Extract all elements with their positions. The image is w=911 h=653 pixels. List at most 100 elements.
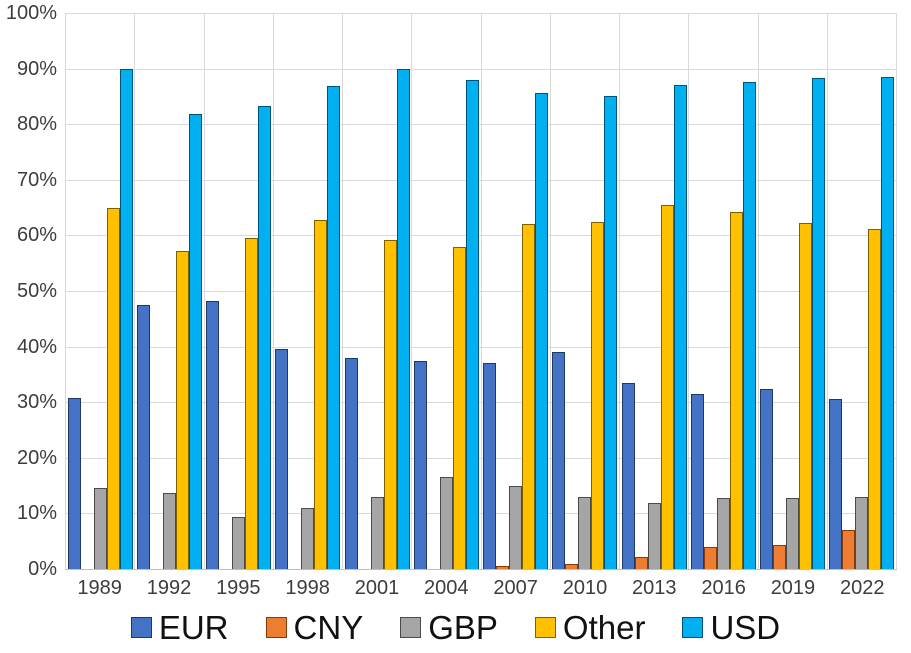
category-column-2013 [620,13,690,569]
bar-group-2007 [482,13,550,569]
bar-group-1995 [205,13,273,569]
bar-usd-2016 [742,81,756,569]
x-axis-tick-label: 2007 [493,577,538,599]
bar-cny-2016 [703,546,717,569]
category-column-1998 [274,13,343,569]
bar-other-2004 [452,246,466,569]
bar-usd-2022 [881,76,895,569]
y-axis-tick-label: 100% [5,2,57,24]
bar-group-1998 [274,13,342,569]
bar-eur-2013 [621,383,635,569]
bar-usd-2013 [673,85,687,569]
legend-label: CNY [293,608,364,646]
legend-swatch-icon [534,616,556,638]
bar-group-2010 [551,13,619,569]
x-axis-tick-label: 2010 [562,577,608,599]
bar-usd-2010 [604,96,618,569]
bar-group-2001 [343,13,411,569]
x-axis-tick-label: 2013 [632,577,677,599]
legend-swatch-icon [682,616,704,638]
bar-usd-1998 [327,86,341,569]
bar-usd-2019 [812,78,826,569]
category-column-2022 [828,13,897,569]
bar-gbp-1998 [301,507,315,569]
legend-swatch-icon [265,616,287,638]
legend-item-gbp: GBP [400,611,498,644]
x-axis-tick-label: 1995 [216,577,261,599]
bar-eur-2022 [829,399,843,569]
bar-other-2001 [383,240,397,569]
y-axis-tick-label: 10% [16,502,57,525]
bar-group-2016 [689,13,757,569]
legend-item-eur: EUR [130,608,229,646]
bar-other-1995 [245,238,259,569]
bar-usd-1992 [188,113,202,569]
bar-other-2013 [660,205,674,569]
y-axis-tick-label: 80% [16,113,57,136]
bar-cny-2007 [496,566,510,569]
legend-item-usd: USD [682,611,780,644]
x-axis-tick-label: 2016 [701,577,746,599]
bar-usd-1995 [258,106,272,569]
bar-gbp-1995 [232,517,246,569]
x-axis-tick-label: 1992 [146,577,192,599]
bar-gbp-2007 [509,486,523,569]
bar-cny-2019 [773,545,787,569]
y-axis-tick-label: 50% [16,280,57,302]
category-column-2004 [412,13,482,569]
bar-group-1989 [66,13,134,569]
bar-gbp-2001 [370,496,384,569]
bar-group-1992 [135,13,203,569]
category-column-1989 [66,13,136,569]
y-axis-tick-label: 60% [16,224,57,247]
legend-label: EUR [158,608,229,646]
bar-other-2019 [799,223,813,569]
bar-group-2004 [412,13,480,569]
y-axis-tick-label: 90% [16,57,57,80]
x-axis-tick-label: 2022 [840,577,885,599]
x-axis-line [65,569,897,570]
x-axis: 1989 1992 1995 1998 2001 2004 2007 2010 2013 2016… [65,577,897,599]
bar-gbp-2022 [855,497,869,569]
legend-item-other: Other [534,608,646,646]
legend-label: Other [562,608,646,646]
bar-cny-2013 [634,556,648,569]
x-axis-tick-label: 1989 [77,577,122,599]
bar-eur-1998 [275,349,289,569]
legend-swatch-icon [130,616,152,638]
legend-item-cny: CNY [265,608,364,646]
bar-gbp-2016 [716,497,730,569]
bar-eur-2001 [344,358,358,569]
bar-gbp-2010 [578,497,592,569]
y-axis-tick-label: 0% [28,558,57,580]
bar-eur-1989 [67,398,81,569]
bar-usd-2001 [396,69,410,569]
bar-eur-1992 [136,304,150,569]
bar-eur-2007 [483,363,497,569]
bar-usd-1989 [119,68,133,569]
legend-label: USD [710,608,781,646]
bar-eur-1995 [206,301,220,569]
category-column-2016 [689,13,759,569]
bar-gbp-1989 [93,488,107,569]
y-axis-tick-label: 30% [16,391,57,414]
category-column-2010 [551,13,620,569]
x-axis-tick-label: 2019 [770,577,816,599]
bar-cny-2010 [565,564,579,569]
y-axis-tick-label: 20% [16,446,57,469]
bar-eur-2004 [413,361,427,569]
bar-other-1992 [175,250,189,569]
bar-other-2022 [868,228,882,569]
category-column-1995 [205,13,274,569]
bar-other-2007 [522,223,536,569]
bar-usd-2007 [535,93,549,569]
category-columns [65,13,897,569]
bar-group-2019 [759,13,827,569]
bar-gbp-2019 [786,497,800,569]
x-axis-tick-label: 2004 [424,577,469,599]
bar-eur-2010 [552,352,566,569]
category-column-2001 [343,13,413,569]
x-axis-tick-label: 1998 [285,577,330,599]
category-column-2019 [759,13,828,569]
bar-eur-2019 [760,389,774,569]
